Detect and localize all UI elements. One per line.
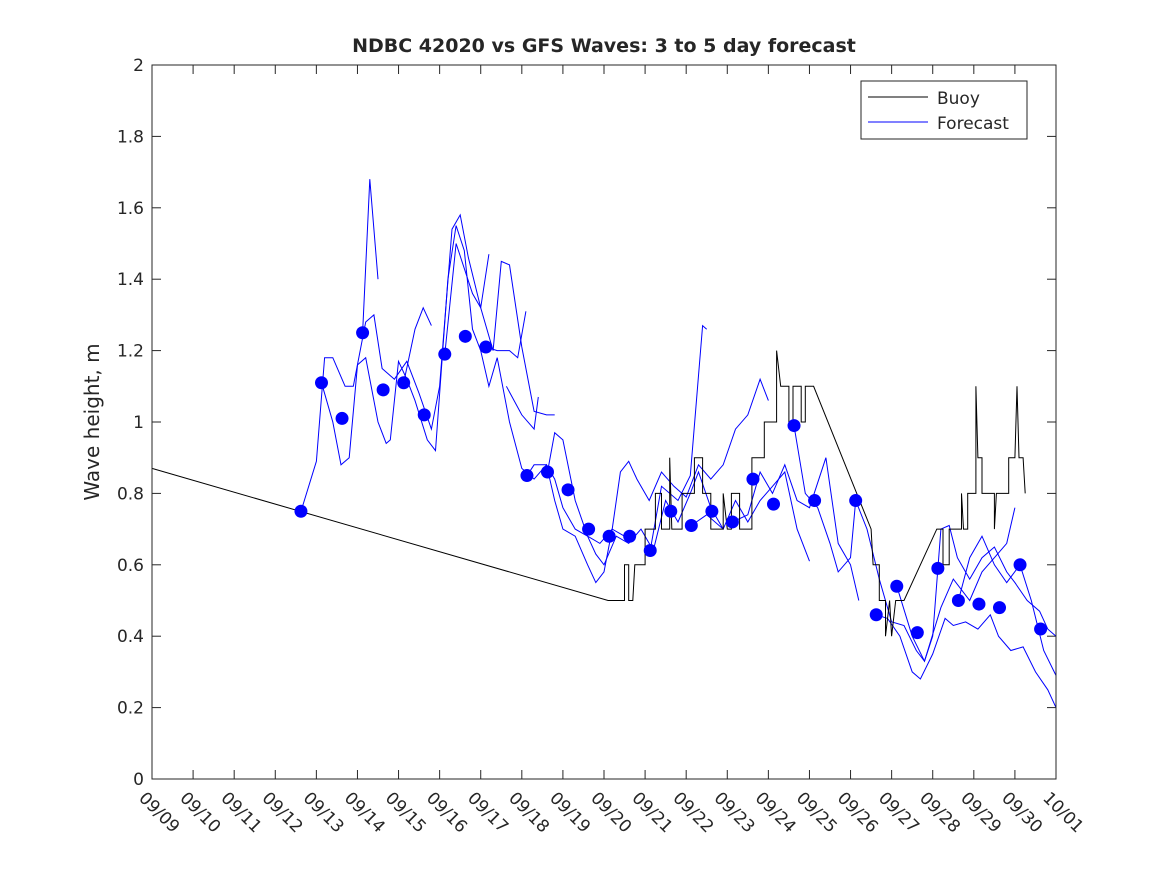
forecast-point — [787, 419, 801, 433]
y-tick-label: 1.6 — [117, 199, 144, 219]
y-tick-label: 0.4 — [117, 627, 144, 647]
forecast-line — [793, 425, 1057, 663]
x-tick-label: 09/28 — [915, 788, 964, 837]
x-tick-label: 09/15 — [381, 788, 430, 837]
forecast-point — [993, 601, 1006, 615]
forecast-point — [643, 544, 657, 558]
x-tick-label: 09/14 — [340, 788, 389, 837]
y-tick-label: 1.8 — [117, 127, 144, 147]
x-tick-label: 09/25 — [792, 788, 841, 837]
y-tick-label: 1.4 — [117, 270, 144, 290]
x-tick-label: 09/20 — [586, 788, 635, 837]
plot-frame — [151, 64, 1057, 780]
x-tick-label: 09/16 — [422, 788, 471, 837]
forecast-point — [294, 504, 308, 518]
x-tick-label: 09/19 — [545, 788, 594, 837]
forecast-point — [397, 376, 411, 390]
x-tick-label: 09/18 — [504, 788, 553, 837]
forecast-point — [890, 579, 904, 593]
forecast-point — [479, 340, 493, 354]
forecast-point — [582, 522, 596, 536]
buoy-line — [151, 350, 1026, 637]
forecast-line — [321, 225, 625, 584]
forecast-line — [505, 386, 539, 431]
forecast-point — [684, 519, 698, 533]
y-tick-label: 0.8 — [117, 484, 144, 504]
forecast-point — [1013, 558, 1027, 572]
chart-title: NDBC 42020 vs GFS Waves: 3 to 5 day fore… — [352, 35, 856, 57]
forecast-point — [746, 472, 760, 486]
x-tick-label: 09/30 — [997, 788, 1046, 837]
x-tick-label: 09/11 — [217, 788, 266, 837]
y-tick-label: 1.2 — [117, 342, 144, 362]
legend: Buoy Forecast — [860, 80, 1028, 140]
forecast-line — [526, 464, 724, 566]
forecast-point — [849, 494, 863, 508]
forecast-point — [725, 515, 739, 529]
y-tick-label: 0.2 — [117, 699, 144, 719]
forecast-point — [910, 626, 924, 640]
forecast-line — [444, 243, 490, 355]
forecast-point — [931, 561, 945, 575]
y-tick-label: 1 — [133, 413, 144, 433]
x-tick-label: 09/10 — [176, 788, 225, 837]
forecast-point — [623, 529, 637, 543]
y-axis-label: Wave height, m — [80, 343, 104, 500]
x-tick-label: 09/17 — [463, 788, 512, 837]
forecast-line — [403, 306, 432, 383]
legend-forecast-label: Forecast — [937, 114, 1009, 134]
forecast-point — [417, 408, 431, 422]
forecast-point — [561, 483, 575, 497]
x-tick-label: 09/29 — [956, 788, 1005, 837]
forecast-point — [1034, 622, 1048, 636]
forecast-line — [649, 324, 708, 551]
x-tick-label: 09/09 — [134, 788, 183, 837]
forecast-line — [547, 377, 769, 545]
forecast-point — [520, 469, 534, 483]
forecast-line — [691, 470, 810, 562]
forecast-point — [767, 497, 780, 511]
x-tick-label: 09/26 — [833, 788, 882, 837]
x-tick-label: 09/22 — [669, 788, 718, 837]
y-tick-label: 2 — [133, 56, 144, 76]
forecast-point — [458, 329, 472, 343]
forecast-point — [705, 504, 719, 518]
forecast-line — [362, 179, 379, 333]
forecast-line — [485, 311, 527, 359]
forecast-point — [376, 383, 390, 397]
x-tick-label: 09/23 — [710, 788, 759, 837]
x-tick-label: 10/01 — [1038, 788, 1087, 837]
forecast-point — [602, 529, 616, 543]
forecast-line — [732, 457, 860, 601]
forecast-point — [664, 504, 678, 518]
y-tick-label: 0 — [133, 770, 144, 790]
forecast-point — [356, 326, 370, 340]
forecast-point — [335, 411, 349, 425]
forecast-point — [951, 594, 965, 607]
forecast-line — [876, 613, 1057, 708]
legend-box — [860, 80, 1028, 140]
forecast-line — [300, 213, 555, 512]
forecast-point — [315, 376, 328, 390]
forecast-point — [808, 494, 822, 508]
forecast-point — [438, 347, 452, 361]
forecast-point — [972, 597, 986, 611]
x-tick-label: 09/24 — [751, 788, 800, 837]
x-tick-label: 09/13 — [299, 788, 348, 837]
forecast-point — [869, 608, 883, 622]
legend-buoy-label: Buoy — [937, 89, 980, 109]
x-tick-label: 09/12 — [258, 788, 307, 837]
forecast-point — [541, 465, 554, 479]
x-tick-label: 09/27 — [874, 788, 923, 837]
y-tick-label: 0.6 — [117, 556, 144, 576]
x-tick-label: 09/21 — [628, 788, 677, 837]
